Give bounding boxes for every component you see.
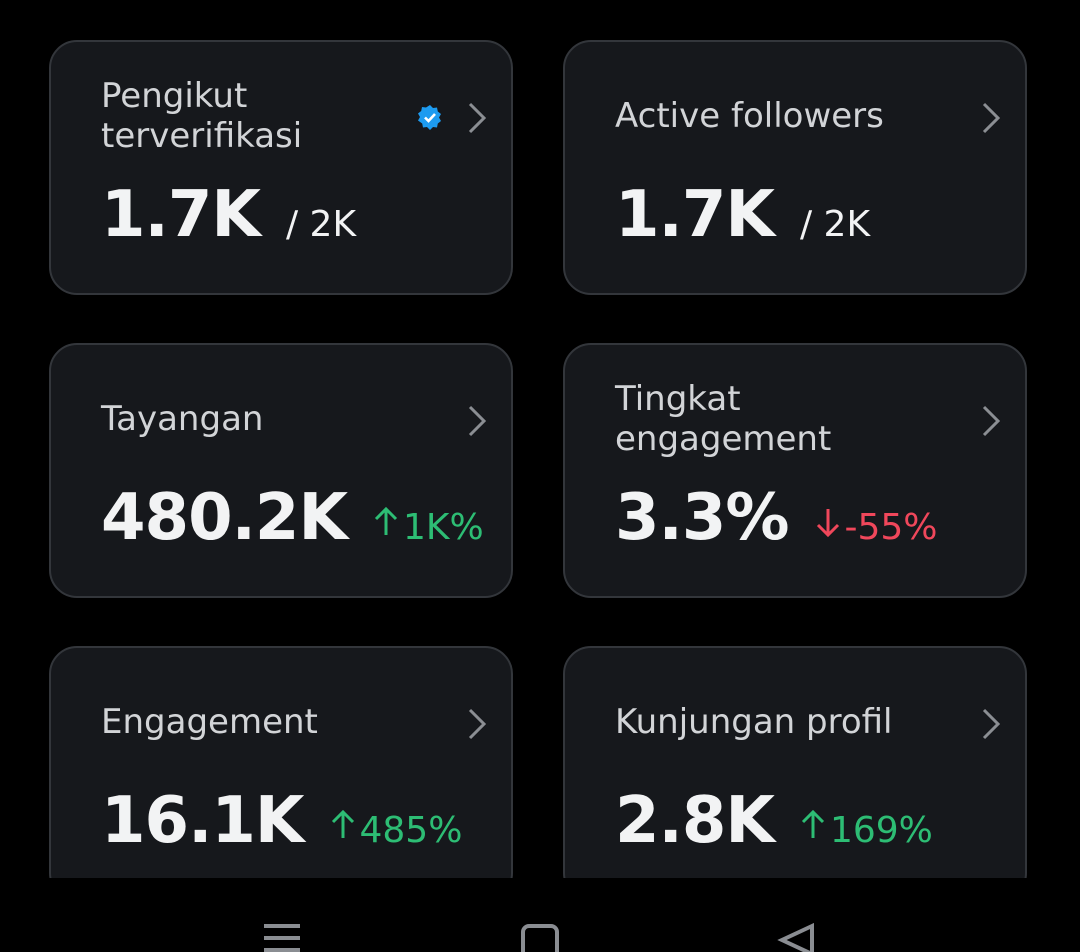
trend-arrow (800, 808, 826, 851)
metric-card[interactable]: Tayangan 480.2K 1K% (49, 343, 513, 598)
metric-change: 485% (330, 808, 463, 851)
value-row: 16.1K 485% (101, 789, 462, 853)
metric-value: 2.8K (615, 784, 775, 858)
metric-change: -55% (815, 505, 938, 548)
value-row: 480.2K 1K% (101, 486, 484, 550)
metric-change: 1K% (373, 505, 484, 548)
card-title: Tingkat engagement (615, 379, 832, 459)
change-text: 485% (359, 810, 463, 851)
metric-card[interactable]: Engagement 16.1K 485% (49, 646, 513, 878)
card-title: Pengikut terverifikasi (101, 76, 303, 156)
trend-arrow (373, 505, 399, 548)
metric-value: 3.3% (615, 481, 789, 555)
value-row: 1.7K/ 2K (615, 183, 870, 247)
metric-card[interactable]: Pengikut terverifikasi 1.7K/ 2K (49, 40, 513, 295)
chevron (979, 706, 1003, 746)
trend-arrow (330, 808, 356, 851)
chevron (465, 403, 489, 443)
chevron (465, 100, 489, 140)
card-title: Kunjungan profil (615, 702, 893, 742)
trend-arrow (815, 505, 841, 548)
metric-card[interactable]: Tingkat engagement 3.3% -55% (563, 343, 1027, 598)
metric-card[interactable]: Kunjungan profil 2.8K 169% (563, 646, 1027, 878)
metric-change: 169% (800, 808, 933, 851)
card-title: Active followers (615, 96, 884, 136)
metric-card[interactable]: Active followers 1.7K/ 2K (563, 40, 1027, 295)
card-title: Tayangan (101, 399, 264, 439)
chevron (979, 100, 1003, 140)
card-title: Engagement (101, 702, 318, 742)
metric-value: 480.2K (101, 481, 348, 555)
nav-menu[interactable] (264, 924, 300, 952)
value-row: 2.8K 169% (615, 789, 933, 853)
metric-total: / 2K (285, 204, 357, 245)
chevron (465, 706, 489, 746)
metric-value: 1.7K (101, 178, 261, 252)
metric-value: 16.1K (101, 784, 304, 858)
value-row: 3.3% -55% (615, 486, 938, 550)
verified-badge (417, 104, 443, 134)
card-grid: Pengikut terverifikasi 1.7K/ 2K Active fol… (49, 40, 1027, 878)
metric-value: 1.7K (615, 178, 775, 252)
value-row: 1.7K/ 2K (101, 183, 356, 247)
nav-home[interactable] (521, 924, 559, 952)
nav-back[interactable] (777, 922, 814, 952)
chevron (979, 403, 1003, 443)
change-text: -55% (844, 507, 938, 548)
change-text: 1K% (403, 507, 484, 548)
metric-total: / 2K (799, 204, 871, 245)
change-text: 169% (829, 810, 933, 851)
nav-bar (264, 922, 814, 952)
